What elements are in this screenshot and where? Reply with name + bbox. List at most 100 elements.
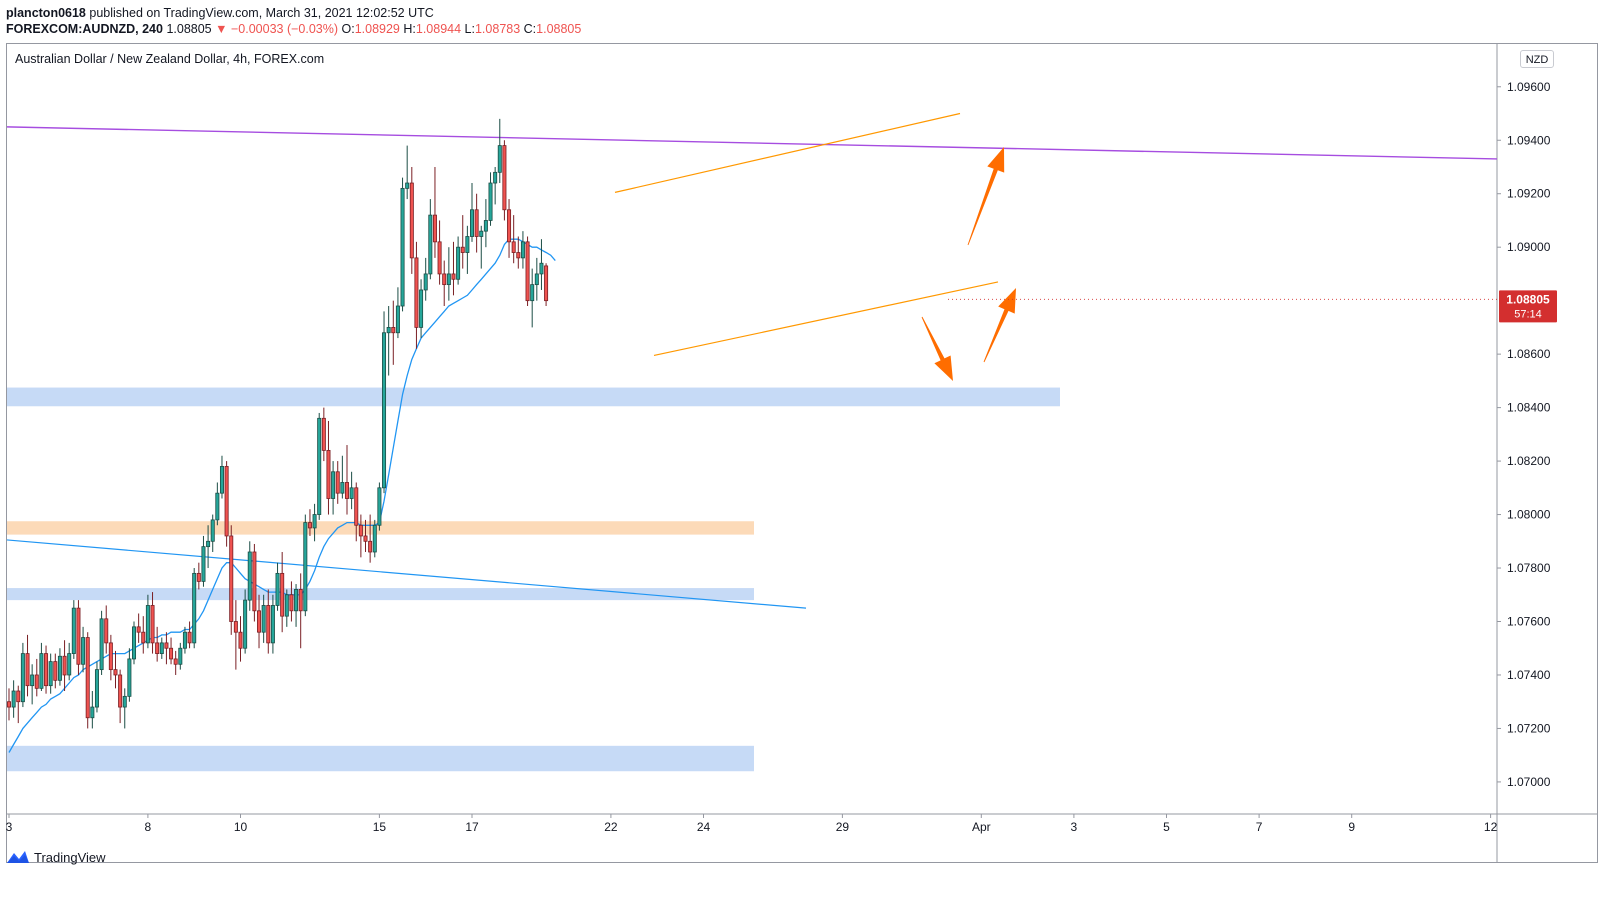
y-tick-label: 1.07600 [1507, 615, 1551, 629]
candle-body [243, 599, 248, 649]
candle-body [456, 246, 461, 280]
candle-body [386, 327, 391, 334]
candle-body [215, 492, 220, 521]
candle [39, 642, 44, 692]
candle [442, 260, 447, 307]
candle [414, 241, 419, 349]
candle [173, 650, 178, 675]
chart-title: Australian Dollar / New Zealand Dollar, … [15, 52, 325, 66]
candle [294, 584, 299, 627]
candle-body [474, 209, 479, 237]
price-badge [1499, 290, 1557, 323]
candle-body [39, 653, 44, 689]
candle-body [48, 661, 53, 687]
candle-body [405, 182, 410, 189]
candle [252, 543, 257, 622]
candle-body [85, 637, 90, 719]
last-price: 1.08805 [166, 22, 212, 36]
x-tick-label: 3 [1071, 820, 1078, 834]
candle [516, 236, 521, 269]
author-name[interactable]: plancton0618 [6, 6, 86, 20]
candle [145, 594, 150, 649]
candle [358, 514, 363, 558]
candle [261, 594, 266, 643]
candle [229, 525, 234, 635]
candle-body [257, 610, 262, 633]
y-tick-label: 1.08600 [1507, 347, 1551, 361]
tradingview-footer[interactable]: TradingView [6, 849, 106, 865]
candle-body [280, 572, 285, 617]
candle-body [437, 241, 442, 275]
candle [141, 616, 146, 654]
candle-body [539, 262, 544, 275]
candle [57, 648, 62, 686]
candle-body [307, 522, 312, 529]
candle-body [57, 655, 62, 681]
candle-body [224, 466, 229, 537]
candle-body [363, 535, 368, 542]
candle [53, 653, 58, 689]
candle [94, 661, 99, 713]
candle [539, 239, 544, 290]
candle-body [81, 637, 86, 665]
candle [150, 592, 155, 654]
candle [368, 514, 373, 563]
candle-body [90, 706, 95, 719]
candle-body [118, 674, 123, 708]
candle-body [298, 589, 303, 612]
candle [132, 621, 137, 665]
candle [534, 257, 539, 301]
candle-body [210, 519, 215, 542]
y-tick-label: 1.09600 [1507, 80, 1551, 94]
candles-group [7, 118, 549, 729]
candle [192, 568, 197, 649]
candle [460, 215, 465, 269]
x-tick-label: 8 [145, 820, 152, 834]
candle [233, 600, 238, 670]
candle-body [340, 482, 345, 494]
candle-body [136, 626, 141, 633]
candle [377, 482, 382, 531]
candle-body [261, 605, 266, 633]
candle-body [247, 551, 252, 601]
candle-body [132, 626, 137, 660]
candle-body [233, 621, 238, 633]
y-tick-label: 1.09400 [1507, 133, 1551, 147]
candle-body [284, 594, 289, 617]
x-tick-label: 15 [373, 820, 387, 834]
candle-body [7, 701, 12, 708]
candle [81, 626, 86, 673]
candle-body [104, 618, 109, 644]
candle-body [173, 658, 178, 665]
x-tick-label: Apr [972, 820, 991, 834]
candle [354, 482, 359, 542]
candle-body [358, 524, 363, 537]
candle [469, 183, 474, 242]
x-tick-label: 17 [465, 820, 479, 834]
low-value: 1.08783 [474, 22, 521, 36]
publish-info: plancton0618 published on TradingView.co… [6, 5, 434, 21]
candle [331, 461, 336, 515]
candle [280, 551, 285, 633]
open-value: 1.08929 [354, 22, 400, 36]
candle [169, 637, 174, 665]
price-badge-value: 1.08805 [1506, 292, 1550, 306]
candle-body [483, 220, 488, 232]
resistance-trendline [6, 126, 1498, 160]
currency-button[interactable]: NZD [1520, 50, 1554, 68]
symbol-label: FOREXCOM:AUDNZD, 240 [6, 22, 163, 36]
candle [483, 199, 488, 248]
candle [201, 535, 206, 587]
candle [456, 236, 461, 285]
candle [451, 241, 456, 296]
candle-body [11, 690, 16, 708]
candle [386, 306, 391, 376]
candle-body [326, 449, 331, 499]
candle-body [99, 618, 104, 671]
candle-body [451, 273, 456, 280]
candle-body [155, 642, 160, 654]
candle [108, 634, 113, 681]
y-tick-label: 1.09200 [1507, 187, 1551, 201]
candle-body [377, 487, 382, 526]
